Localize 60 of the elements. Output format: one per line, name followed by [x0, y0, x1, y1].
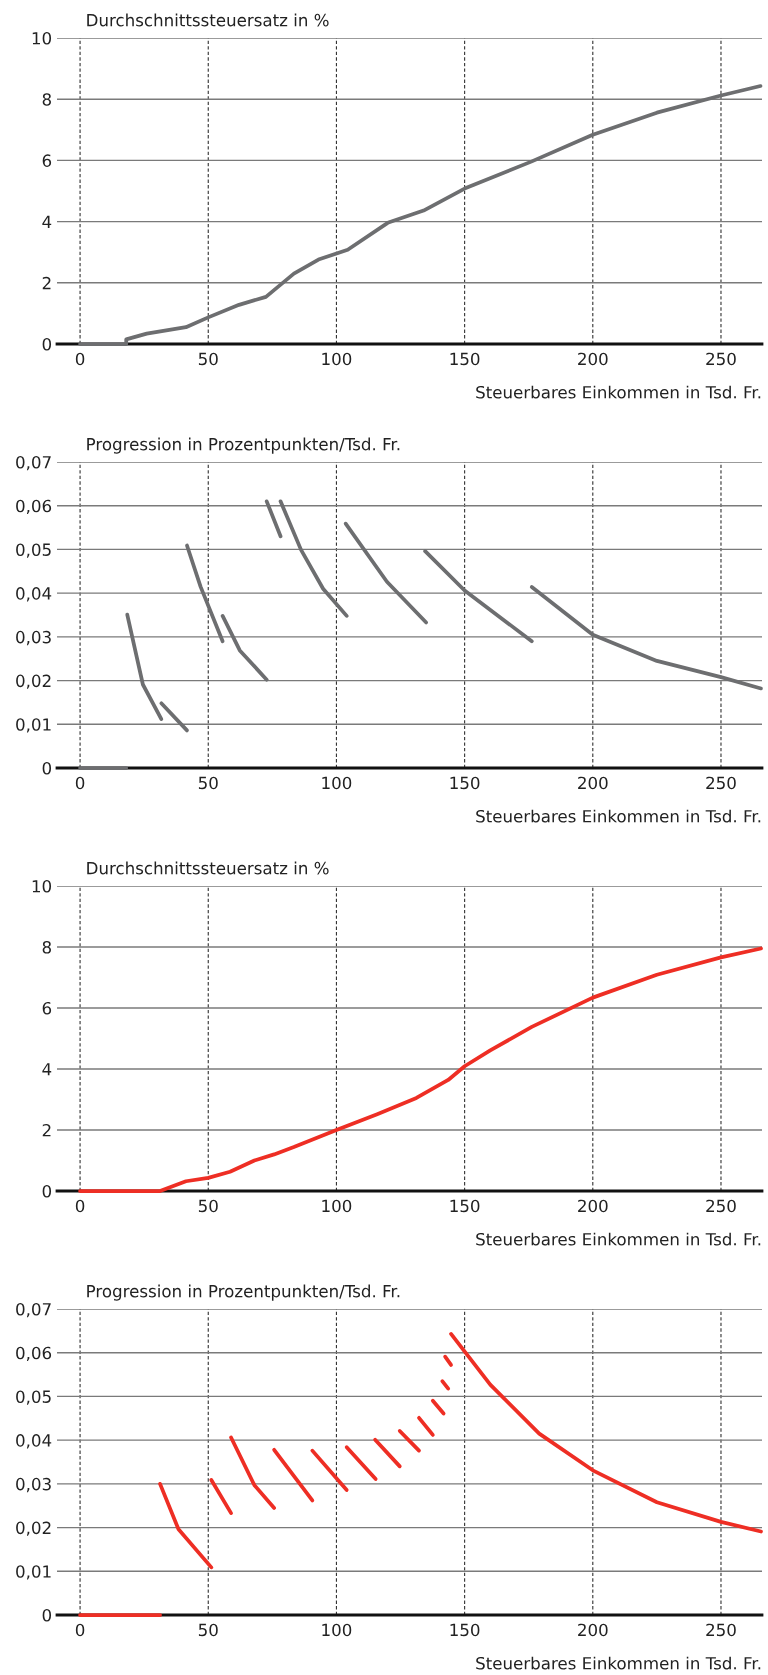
x-tick-label: 0	[75, 1199, 85, 1213]
y-tick-label: 0	[42, 761, 52, 775]
y-tick-label: 10	[32, 31, 52, 45]
y-tick-label: 10	[32, 879, 52, 893]
y-tick-label: 0	[42, 1184, 52, 1198]
x-tick-label: 50	[198, 352, 218, 366]
y-tick-label: 0,07	[16, 455, 51, 471]
x-tick-label: 150	[450, 352, 480, 366]
y-tick-label: 0,02	[16, 1521, 51, 1536]
x-tick-label: 0	[75, 776, 85, 790]
y-tick-label: 4	[42, 215, 52, 228]
x-tick-label: 0	[75, 352, 85, 366]
x-axis-title: Steuerbares Einkommen in Tsd. Fr.	[476, 385, 761, 399]
x-tick-label: 250	[706, 776, 736, 790]
y-tick-label: 6	[42, 154, 52, 167]
y-tick-label: 0	[42, 337, 52, 351]
y-axis-title: Durchschnittssteuersatz in %	[87, 13, 329, 27]
y-tick-label: 2	[42, 1123, 51, 1137]
y-tick-label: 0	[42, 1608, 52, 1622]
x-axis-title: Steuerbares Einkommen in Tsd. Fr.	[476, 1232, 761, 1246]
x-tick-label: 200	[578, 1199, 608, 1213]
x-tick-label: 250	[706, 1199, 736, 1213]
y-axis-title: Progression in Prozentpunkten/Tsd. Fr.	[87, 1284, 400, 1301]
y-axis-title: Progression in Prozentpunkten/Tsd. Fr.	[87, 437, 400, 454]
y-tick-label: 4	[42, 1063, 52, 1076]
y-tick-label: 0,05	[16, 1390, 51, 1405]
y-tick-label: 0,03	[16, 630, 51, 646]
x-tick-label: 100	[322, 352, 352, 366]
x-axis-title: Steuerbares Einkommen in Tsd. Fr.	[476, 809, 761, 823]
x-tick-label: 100	[322, 1623, 352, 1637]
y-tick-label: 0,03	[16, 1477, 51, 1493]
y-tick-label: 0,01	[16, 718, 51, 733]
y-tick-label: 0,05	[16, 543, 51, 558]
y-tick-label: 0,06	[16, 1346, 52, 1361]
x-tick-label: 100	[322, 1199, 352, 1213]
x-tick-label: 150	[450, 1199, 480, 1213]
x-tick-label: 200	[578, 776, 608, 790]
x-tick-label: 250	[706, 352, 736, 366]
x-tick-label: 0	[75, 1623, 85, 1637]
y-tick-label: 0,06	[16, 499, 52, 514]
y-axis-title: Durchschnittssteuersatz in %	[87, 861, 329, 875]
x-tick-label: 200	[578, 352, 608, 366]
x-tick-label: 50	[198, 1199, 218, 1213]
x-axis-title: Steuerbares Einkommen in Tsd. Fr.	[476, 1656, 761, 1670]
y-tick-label: 0,02	[16, 674, 51, 689]
y-tick-label: 0,04	[16, 1434, 52, 1449]
x-tick-label: 200	[578, 1623, 608, 1637]
y-tick-label: 2	[42, 276, 51, 290]
y-tick-label: 0,04	[16, 587, 52, 602]
x-tick-label: 50	[198, 1623, 218, 1637]
y-tick-label: 0,01	[16, 1565, 51, 1580]
x-tick-label: 150	[450, 1623, 480, 1637]
y-tick-label: 6	[42, 1001, 52, 1015]
x-tick-label: 100	[322, 776, 352, 790]
x-tick-label: 150	[450, 776, 480, 790]
x-tick-label: 250	[706, 1623, 736, 1637]
y-tick-label: 8	[42, 940, 51, 954]
y-tick-label: 0,07	[16, 1302, 51, 1318]
x-tick-label: 50	[198, 776, 218, 790]
y-tick-label: 8	[42, 93, 51, 106]
